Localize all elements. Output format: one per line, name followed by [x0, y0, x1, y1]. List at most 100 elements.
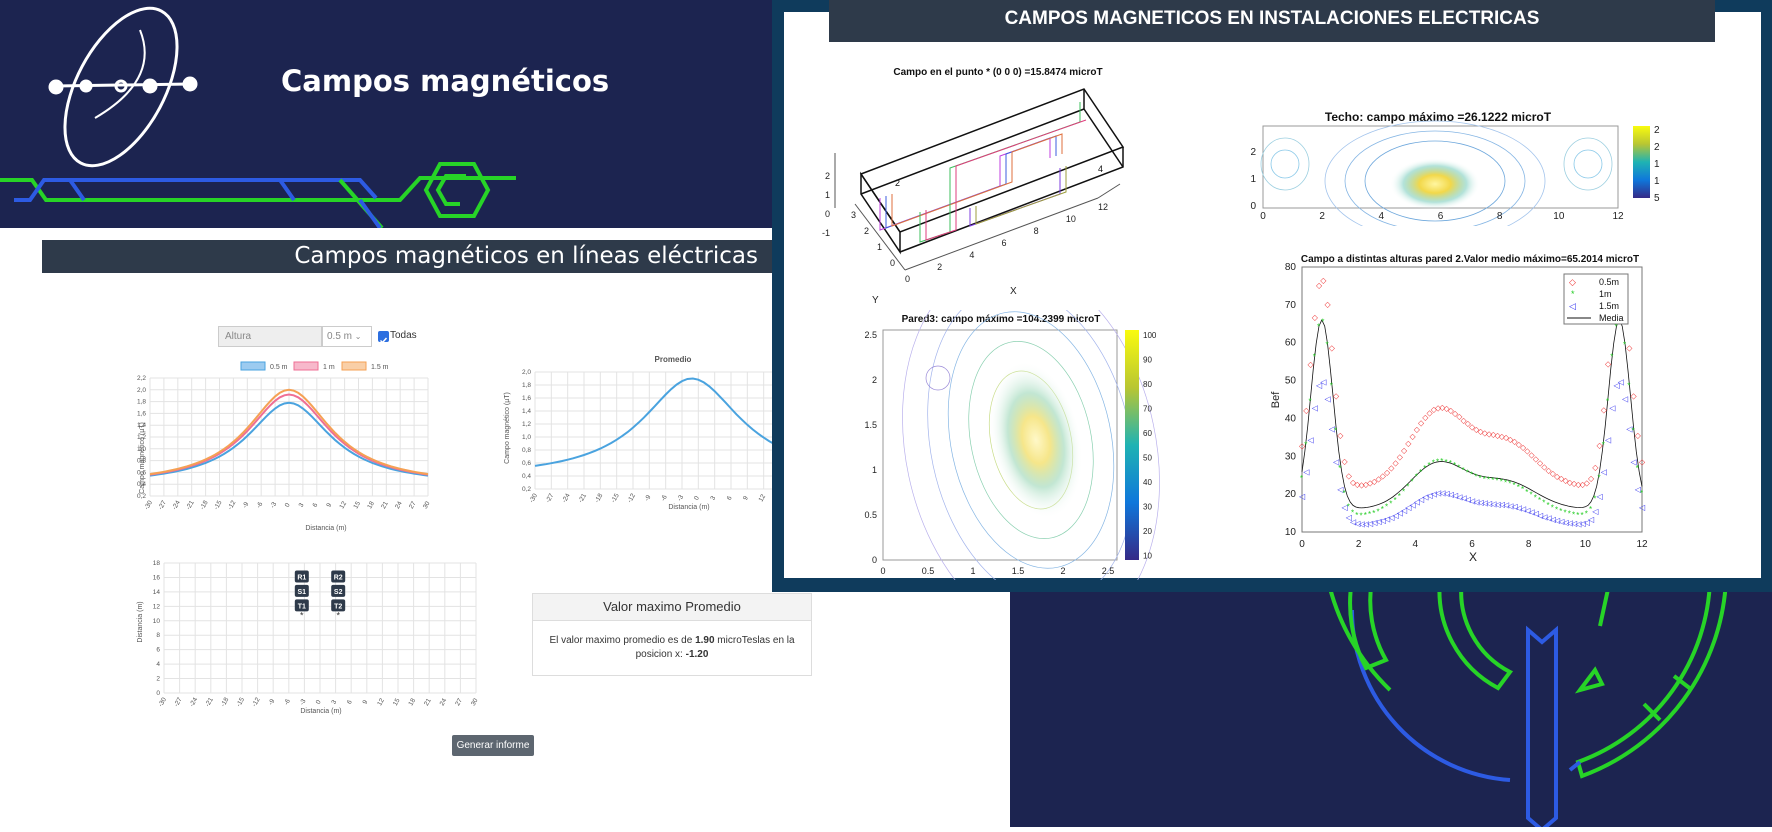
point-05: ◇ [1520, 443, 1527, 452]
x-tick-label: -15 [213, 499, 224, 511]
point-1: * [1321, 318, 1324, 327]
x-tick-label: -15 [610, 492, 621, 504]
point-05: ◇ [1486, 429, 1493, 438]
fig-alturas-title: Campo a distintas alturas pared 2.Valor … [1301, 254, 1639, 265]
point-05: ◇ [1541, 462, 1548, 471]
y-tick-label: 0,2 [522, 486, 531, 493]
point-1: * [1564, 508, 1567, 517]
y-tick-label: 3 [851, 210, 856, 220]
y-tick-label: 14 [153, 589, 161, 596]
x-tick-label: -18 [594, 492, 605, 504]
point-1: * [1542, 499, 1545, 508]
point-15: ◁ [1571, 519, 1578, 528]
point-05: ◇ [1325, 300, 1332, 309]
chart-series [149, 388, 429, 477]
point-05: ◇ [1558, 474, 1565, 483]
point-05: ◇ [1507, 435, 1514, 444]
point-05: ◇ [1631, 391, 1638, 400]
y-tick-label: 2,0 [522, 369, 531, 376]
conductor-marker [331, 599, 346, 612]
point-1: * [1462, 466, 1465, 475]
x-tick-label: 12 [376, 697, 386, 707]
y-tick-label: 10 [1285, 527, 1297, 538]
point-05: ◇ [1473, 425, 1480, 434]
point-15: ◁ [1635, 485, 1642, 494]
generar-informe-button[interactable]: Generar informe [452, 735, 534, 756]
point-1: * [1632, 427, 1635, 436]
circuit-lines [0, 162, 516, 230]
point-05: ◇ [1537, 459, 1544, 468]
axis-ticks: 024681012012252015105 [1250, 125, 1660, 222]
point-1: * [1491, 476, 1494, 485]
point-15: ◁ [1431, 489, 1438, 498]
point-1: * [1568, 509, 1571, 518]
point-1: * [1449, 459, 1452, 468]
x-tick-label: -24 [171, 499, 182, 511]
x-tick-label: 2.5 [1102, 566, 1115, 576]
lineas-title-bar: Campos magnéticos en líneas eléctricas [42, 240, 772, 273]
point-05: ◇ [1384, 468, 1391, 477]
point-1: * [1534, 493, 1537, 502]
colorbar-tick-label: 50 [1143, 454, 1152, 463]
x-tick-label: 0 [693, 495, 701, 502]
point-15: ◁ [1529, 508, 1536, 517]
x-tick-label: 3 [330, 699, 338, 706]
x-tick-label: -30 [528, 492, 539, 504]
x-tick-label: 6 [1469, 539, 1475, 550]
valor-maximo-text: El valor maximo promedio es de 1.90 micr… [541, 634, 803, 662]
y-tick-label: 1,6 [137, 410, 146, 417]
conductor-marker [331, 584, 346, 597]
point-15: ◁ [1350, 517, 1357, 526]
point-05: ◇ [1299, 441, 1306, 450]
x-tick-label: -27 [157, 499, 168, 511]
point-15: ◁ [1486, 499, 1493, 508]
tower-marker: * [300, 611, 304, 621]
conductor-label: S1 [298, 589, 307, 596]
point-15: ◁ [1563, 518, 1570, 527]
y-tick-label: 2 [156, 676, 160, 683]
point-05: ◇ [1367, 479, 1374, 488]
y-tick-label: 1,8 [137, 399, 146, 406]
point-1: * [1355, 511, 1358, 520]
altura-select[interactable]: 0.5 m ⌄ [322, 326, 372, 347]
point-05: ◇ [1639, 457, 1646, 466]
colorbar-tick-label: 100 [1143, 331, 1157, 340]
x-tick-label: -24 [189, 696, 200, 708]
chart-grid: -30 -27 -24 -21 -18 -15 -12 -9 -6 -3 0 3 6 9 12 15 18 21 2… [153, 560, 480, 708]
x-tick-label: 3 [298, 502, 306, 509]
point-15: ◁ [1299, 492, 1306, 501]
label-inside-2: 2 [895, 178, 900, 188]
y-tick-label: 0,2 [137, 493, 146, 500]
y-tick-label: 0,6 [137, 469, 146, 476]
point-05: ◇ [1588, 474, 1595, 483]
y-tick-label: 1,6 [522, 395, 531, 402]
point-1: * [1347, 503, 1350, 512]
point-1: * [1432, 459, 1435, 468]
todas-checkbox[interactable] [378, 331, 389, 344]
altura-input[interactable]: Altura [218, 326, 322, 347]
x-tick-label: 15 [392, 697, 402, 707]
legend-swatch-15 [341, 361, 367, 371]
point-15: ◁ [1439, 489, 1446, 498]
bottom-right-decoration [1010, 579, 1772, 832]
point-1: * [1330, 382, 1333, 391]
point-05: ◇ [1571, 479, 1578, 488]
x-axis-label: Distancia (m) [300, 708, 341, 715]
y-axis-label: Distancia (m) [137, 601, 144, 642]
x-axis-label: Distancia (m) [305, 525, 346, 532]
point-1: * [1521, 485, 1524, 494]
chart-posiciones: -30 -27 -24 -21 -18 -15 -12 -9 -6 -3 0 3 6 9 12 15 18 21 2… [137, 560, 480, 715]
x-tick-label: -3 [269, 501, 278, 510]
x-tick-label: 24 [439, 697, 449, 707]
point-1: * [1581, 511, 1584, 520]
x-tick-label: 2 [1060, 566, 1065, 576]
y-axis-label: Bef [1270, 391, 1282, 408]
axis-ticks: 0 0.5 1 1.5 2 2.5 0 0.5 1 1.5 2 2.5 100 90 80 70 60 50 40 3… [864, 330, 1156, 576]
x-tick-label: -9 [242, 501, 251, 510]
point-1: * [1338, 464, 1341, 473]
point-1: * [1623, 340, 1626, 349]
point-15: ◁ [1359, 519, 1366, 528]
point-05: ◇ [1524, 447, 1531, 456]
point-1: * [1602, 440, 1605, 449]
point-05: ◇ [1546, 466, 1553, 475]
